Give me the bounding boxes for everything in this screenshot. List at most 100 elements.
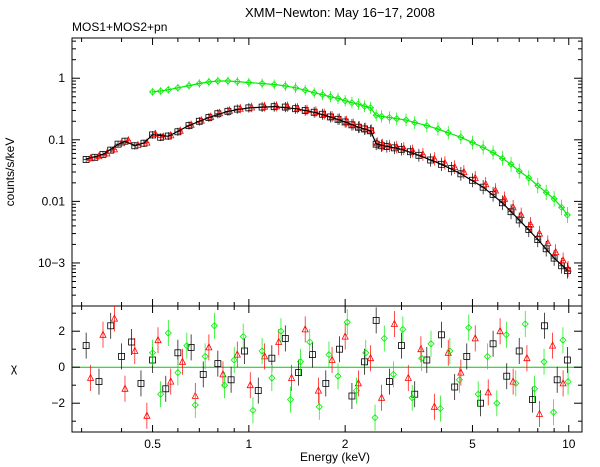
x-tick-label: 0.5 [144, 437, 161, 451]
pn-point [148, 88, 157, 96]
mos1-residual-point [489, 340, 497, 348]
pn-residual-point [418, 354, 426, 362]
mos2-residual-point [559, 379, 567, 387]
mos2-residual-point [535, 409, 544, 417]
spectrum-y-tick-label: 0.1 [48, 133, 65, 147]
pn-residual-point [380, 334, 388, 342]
mos2-point [400, 144, 408, 152]
residual-y-tick-label: 0 [58, 360, 65, 374]
mos2-residual-point [417, 344, 425, 353]
pn-point [233, 78, 241, 86]
pn-point [385, 113, 393, 122]
mos2-point [482, 179, 490, 188]
mos1-residual-point [336, 345, 343, 353]
mos1-residual-point [515, 347, 523, 355]
mos2-residual-point [233, 350, 241, 358]
residual-y-tick-label: −2 [51, 396, 65, 410]
mos2-point [544, 238, 552, 247]
x-tick-label: 10 [562, 437, 576, 451]
mos2-point [451, 162, 459, 171]
mos2-point [328, 112, 336, 120]
pn-residual-point [389, 370, 397, 378]
mos2-residual-point [341, 332, 349, 340]
mos2-residual-point [275, 337, 283, 345]
mos2-residual-point [86, 373, 95, 381]
mos2-point [500, 194, 509, 202]
mos2-point [320, 109, 328, 117]
pn-residual-point [306, 338, 314, 346]
mos2-point [303, 105, 311, 113]
spectrum-y-axis-label: counts/s/keV [3, 138, 17, 207]
mos2-point [526, 220, 535, 228]
mos1-point [479, 183, 487, 191]
pn-residual-point [362, 349, 370, 357]
x-axis-label: Energy (keV) [300, 450, 370, 464]
pn-residual-point [148, 349, 157, 357]
x-tick-label: 2 [342, 437, 349, 451]
mos2-point [509, 202, 517, 211]
mos2-point [110, 144, 119, 153]
pn-residual-point [512, 379, 520, 387]
pn-residual-point [239, 333, 247, 341]
pn-residual-point [249, 406, 257, 414]
mos1-residual-point [118, 352, 125, 360]
pn-point [402, 116, 410, 124]
pn-residual-point [540, 358, 548, 366]
pn-point [258, 79, 266, 88]
mos2-residual-point [430, 402, 438, 410]
pn-residual-point [210, 322, 218, 330]
mos2-point [272, 101, 281, 110]
pn-residual-point [183, 342, 191, 350]
pn-residual-point [408, 394, 416, 402]
pn-residual-point [465, 324, 473, 332]
mos1-point [525, 226, 533, 233]
pn-model-line [152, 80, 568, 216]
mos1-residual-point [398, 342, 405, 350]
pn-residual-point [371, 414, 379, 422]
mos1-residual-point [254, 387, 262, 395]
pn-point [224, 77, 232, 85]
mos2-point [535, 229, 544, 237]
mos2-residual-point [390, 319, 399, 327]
mos1-residual-point [174, 349, 182, 357]
pn-point [270, 80, 278, 89]
residual-panel: −2 0 2 [51, 305, 583, 433]
mos1-residual-point [477, 399, 484, 407]
mos1-residual-point [423, 356, 431, 364]
mos1-point [427, 156, 435, 164]
mos2-point [335, 114, 344, 122]
mos1-residual-point [199, 370, 207, 378]
pn-residual-point [564, 378, 572, 386]
mos2-residual-point [143, 411, 151, 419]
mos1-residual-point [95, 378, 103, 386]
mos2-point [559, 256, 567, 264]
mos2-point [151, 129, 159, 137]
chart-title: XMM−Newton: May 16−17, 2008 [245, 5, 435, 20]
mos1-residual-point [553, 376, 561, 384]
mos1-point [515, 216, 523, 224]
mos1-residual-point [241, 347, 249, 355]
mos1-residual-point [563, 356, 571, 364]
mos2-point [356, 122, 364, 130]
pn-point [214, 77, 222, 85]
spectrum-y-tick-label: 1 [58, 71, 65, 85]
mos1-point [205, 114, 213, 121]
pn-residual-point [455, 376, 463, 384]
pn-residual-point [502, 331, 510, 339]
mos1-residual-point [438, 331, 445, 339]
spectrum-y-tick-label: 0.01 [42, 194, 66, 208]
pn-point [174, 84, 182, 92]
pn-residual-point [427, 340, 435, 348]
mos1-point [107, 146, 115, 154]
mos2-residual-point [301, 325, 309, 333]
pn-residual-point [549, 408, 558, 416]
mos2-residual-point [167, 377, 175, 385]
pn-point [245, 79, 253, 87]
mos2-residual-point [523, 353, 531, 362]
mos1-residual-point [214, 360, 222, 368]
pn-residual-point [493, 399, 501, 407]
mos2-point [491, 186, 500, 194]
mos2-residual-point [328, 355, 336, 363]
mos2-point [215, 108, 224, 117]
mos2-point [342, 117, 351, 125]
